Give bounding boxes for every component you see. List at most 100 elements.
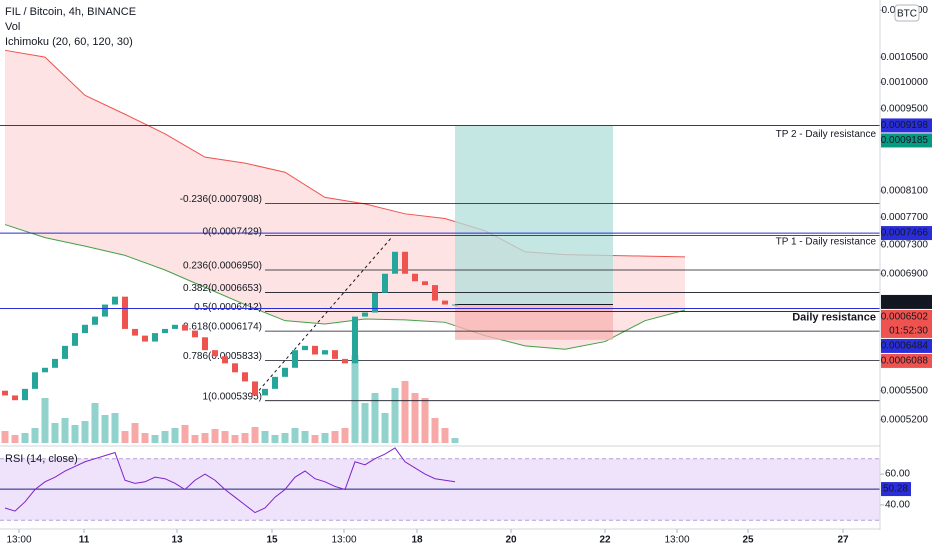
candle-body: [172, 324, 178, 329]
price-label: 0.0006484: [881, 341, 929, 352]
x-tick-label: 20: [505, 535, 517, 546]
volume-bar: [241, 433, 249, 443]
rsi-last-label: 50.28: [883, 484, 908, 495]
y-tick-label: 0.0008100: [881, 186, 929, 197]
volume-bar: [311, 435, 319, 443]
candle-body: [262, 388, 268, 396]
fib-label: 0.618(0.0006174): [183, 322, 262, 333]
price-label-box: [881, 294, 932, 309]
candle-body: [422, 281, 428, 286]
volume-bar: [71, 425, 79, 443]
volume-bar: [91, 403, 99, 443]
volume-bar: [41, 398, 49, 443]
candle-body: [352, 316, 358, 364]
price-label: 0.0009185: [881, 135, 929, 146]
trend-line: [254, 236, 393, 396]
volume-bar: [451, 438, 459, 443]
y-tick-label: 0.0007700: [881, 212, 929, 223]
volume-bar: [371, 393, 379, 443]
candle-body: [252, 381, 258, 396]
x-tick-label: 18: [411, 535, 423, 546]
volume-bar: [191, 435, 199, 443]
y-tick-label: 0.0010500: [881, 52, 929, 63]
volume-bar: [171, 428, 179, 443]
volume-bar: [121, 431, 129, 443]
candle-body: [182, 324, 188, 331]
candle-body: [152, 333, 158, 342]
volume-bar: [301, 431, 309, 443]
currency-badge[interactable]: [894, 4, 920, 22]
rsi-pane: [0, 447, 880, 521]
x-tick-label: 22: [599, 535, 611, 546]
candle-body: [362, 312, 368, 317]
x-tick-label: 13:00: [6, 535, 31, 546]
position-loss: [455, 304, 613, 340]
candle-body: [342, 358, 348, 364]
candle-body: [272, 376, 278, 389]
volume-bar: [141, 433, 149, 443]
volume-bar: [261, 431, 269, 443]
candle-body: [112, 296, 118, 305]
symbol-title: FIL / Bitcoin, 4h, BINANCE: [5, 6, 136, 18]
candle-body: [42, 367, 48, 373]
plot: [1, 49, 686, 443]
candle-body: [52, 358, 58, 368]
line-label: Daily resistance: [792, 311, 876, 323]
candle-body: [92, 316, 98, 325]
volume-bar: [431, 418, 439, 443]
y-tick-label: 0.0005500: [881, 385, 929, 396]
candle-body: [332, 350, 338, 359]
candle-body: [312, 345, 318, 355]
candle-body: [232, 363, 238, 373]
volume-bar: [11, 435, 19, 443]
candle-body: [32, 372, 38, 389]
price-label: 0.0006502: [881, 312, 929, 323]
candle-body: [392, 251, 398, 274]
candle-body: [382, 273, 388, 293]
volume-bar: [81, 421, 89, 443]
price-label: 0.0006533: [881, 297, 929, 308]
volume-bar: [61, 418, 69, 443]
volume-bar: [251, 427, 259, 443]
volume-bar: [31, 428, 39, 443]
candle-body: [192, 330, 198, 338]
rsi-last-box: [881, 482, 911, 497]
fib-label: 0(0.0007429): [203, 226, 263, 237]
fib-label: 0.236(0.0006950): [183, 261, 262, 272]
rsi-tick-label: 60.00: [885, 469, 910, 480]
candle-body: [442, 300, 448, 305]
candle-body: [102, 304, 108, 317]
volume-bar: [131, 423, 139, 443]
volume-bar: [21, 433, 29, 443]
y-tick-label: 0.0010000: [881, 77, 929, 88]
x-tick-label: 13: [171, 535, 183, 546]
y-tick-label: 0.0009500: [881, 103, 929, 114]
volume-bar: [181, 425, 189, 443]
fib-label: -0.236(0.0007908): [180, 194, 262, 205]
x-tick-label: 13:00: [331, 535, 356, 546]
volume-bar: [331, 431, 339, 443]
candle-body: [372, 292, 378, 313]
volume-bar: [421, 398, 429, 443]
fib-label: 0.382(0.0006653): [183, 283, 262, 294]
volume-bar: [441, 428, 449, 443]
candle-body: [222, 356, 228, 364]
x-tick-label: 11: [79, 535, 90, 546]
volume-bar: [401, 381, 409, 443]
countdown: 01:52:30: [889, 326, 928, 337]
volume-bar: [341, 428, 349, 443]
price-axis-bg: [880, 0, 932, 550]
line-label: TP 2 - Daily resistance: [776, 129, 877, 140]
candle-body: [142, 335, 148, 342]
overlay: -0.236(0.0007908) 0(0.0007429) 0.236(0.000…: [0, 124, 880, 402]
x-tick-label: 25: [742, 535, 754, 546]
volume-bar: [281, 433, 289, 443]
volume-bar: [221, 431, 229, 443]
price-label-box: [881, 338, 932, 353]
volume-bar: [361, 403, 369, 443]
candle-body: [132, 328, 138, 336]
price-label-box: [881, 118, 932, 133]
y-tick-label: 0.0006900: [881, 268, 929, 279]
candle-body: [322, 350, 328, 355]
